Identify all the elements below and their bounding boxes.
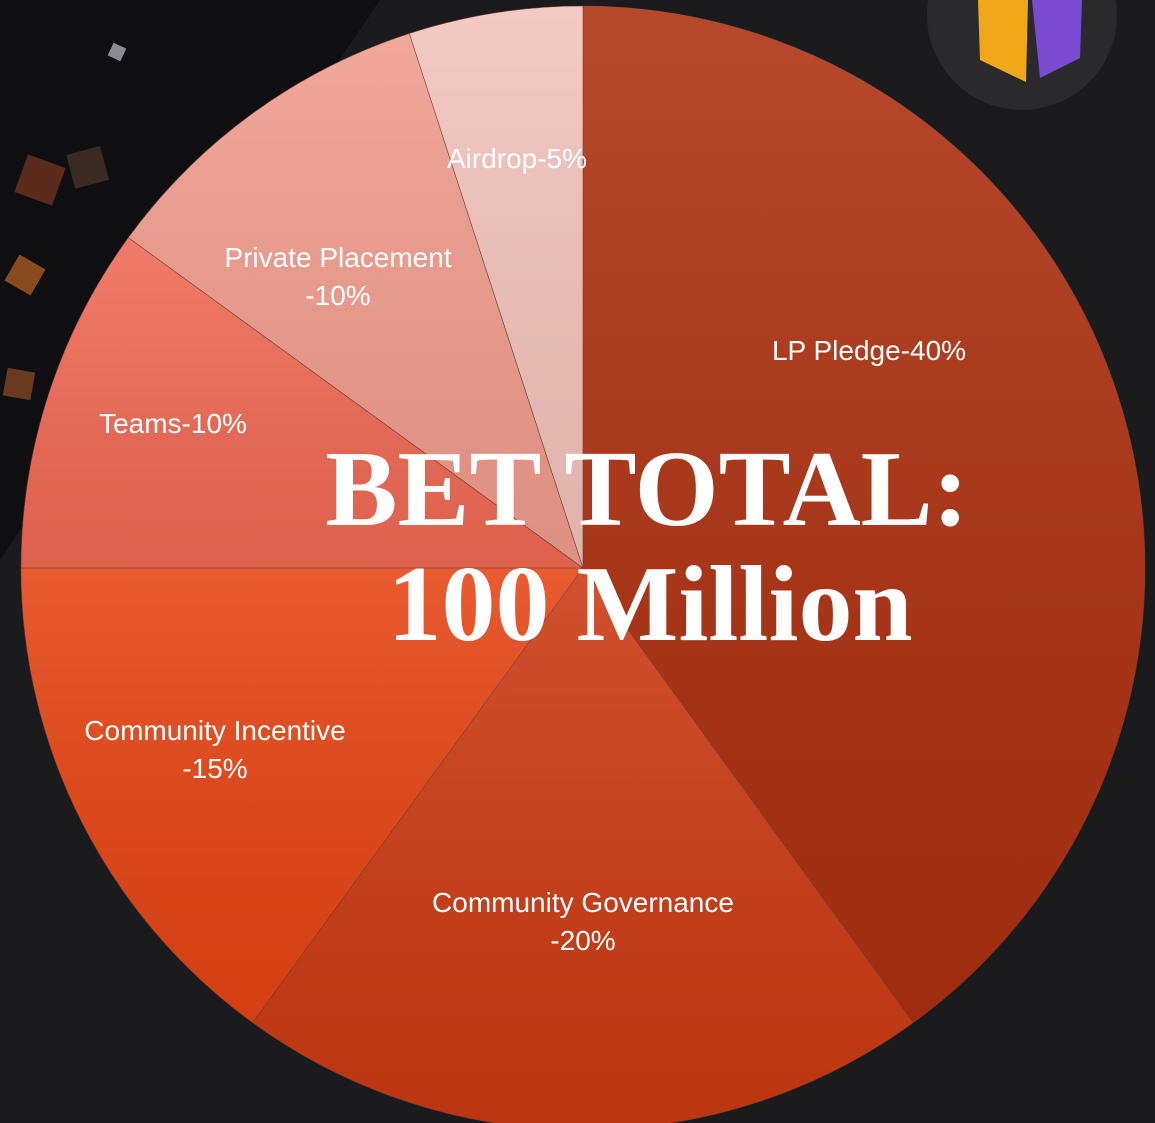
slice-name: Teams [99,408,181,439]
slice-label: Private Placement -10% [224,242,451,311]
pie-slice-shade [128,33,583,569]
pie-slice-shade [21,237,583,569]
chart-title: BET TOTAL: [325,430,968,549]
slice-name: LP Pledge [772,335,901,366]
slice-label: LP Pledge-40% [772,335,966,366]
slice-label: Airdrop-5% [447,143,587,174]
decoration-cubes [2,42,127,401]
slice-value-label: -20% [550,925,615,956]
pie-slice-shade [252,568,914,1123]
slice-label: Teams-10% [99,408,247,439]
slice-name: Private Placement [224,242,451,273]
slice-value-label: -10% [305,280,370,311]
slice-name: Community Governance [432,887,734,918]
slice-name: Community Incentive [84,715,345,746]
pie-slice-shade [21,568,583,1023]
slice-value-label: -40% [901,335,966,366]
pie-slice-shade [583,6,1145,1023]
logo [927,0,1117,110]
labels: LP Pledge-40%Community Governance -20%Com… [84,143,966,956]
slice-name: Airdrop [447,143,537,174]
slice-value-label: -10% [182,408,247,439]
slice-value-label: -15% [182,753,247,784]
chart-subtitle: 100 Million [387,545,912,664]
slice-label: Community Incentive -15% [84,715,345,784]
pie-slice-shade [409,6,583,568]
slice-label: Community Governance -20% [432,887,734,956]
slice-value-label: -5% [537,143,587,174]
slices [20,5,1146,1123]
